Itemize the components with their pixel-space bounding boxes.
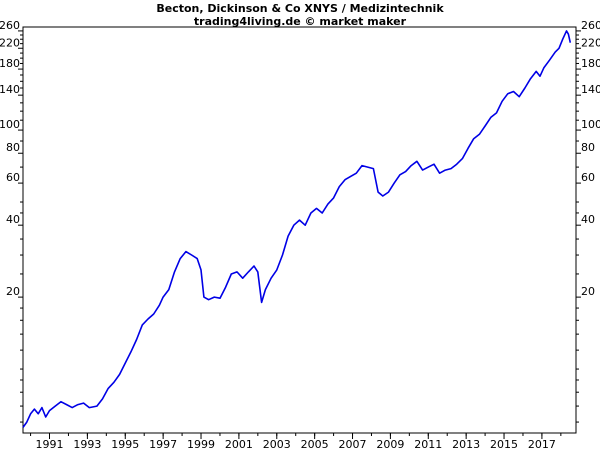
x-tick-label: 2017 [528,438,556,450]
x-tick-label: 1995 [111,438,139,450]
x-tick-label: 1991 [36,438,64,450]
y-tick-label-right: 140 [581,83,600,96]
y-tick-label-right: 220 [581,36,600,49]
y-tick-label-left: 80 [6,141,20,154]
price-line [22,30,572,428]
axis-ticks: 1991 1993 1995 1997 1999 2001 2003 2005 2007 2009… [0,19,600,450]
y-tick-label-left: 100 [0,118,20,131]
x-tick-label: 1993 [73,438,101,450]
y-tick-label-left: 140 [0,83,20,96]
y-tick-label-left: 20 [6,285,20,298]
x-tick-label: 1997 [149,438,177,450]
y-tick-label-left: 220 [0,36,20,49]
y-tick-label-left: 40 [6,213,20,226]
y-tick-label-right: 60 [581,171,595,184]
x-tick-label: 2001 [225,438,253,450]
y-tick-label-right: 180 [581,57,600,70]
y-tick-label-right: 80 [581,141,595,154]
x-tick-label: 2003 [263,438,291,450]
y-tick-label-right: 40 [581,213,595,226]
x-tick-label: 2011 [414,438,442,450]
y-tick-label-right: 100 [581,118,600,131]
x-tick-label: 2013 [452,438,480,450]
x-tick-label: 2009 [376,438,404,450]
x-tick-label: 2005 [301,438,329,450]
x-tick-label: 1999 [187,438,215,450]
plot-frame [22,26,577,434]
x-tick-label: 2015 [490,438,518,450]
y-tick-label-left: 260 [0,19,20,32]
chart-title: Becton, Dickinson & Co XNYS / Medizintec… [156,2,444,15]
x-tick-label: 2007 [339,438,367,450]
y-tick-label-right: 260 [581,19,600,32]
y-tick-label-right: 20 [581,285,595,298]
y-tick-label-left: 180 [0,57,20,70]
y-tick-label-left: 60 [6,171,20,184]
series-group [22,30,572,428]
chart-subtitle: trading4living.de © market maker [194,15,407,28]
